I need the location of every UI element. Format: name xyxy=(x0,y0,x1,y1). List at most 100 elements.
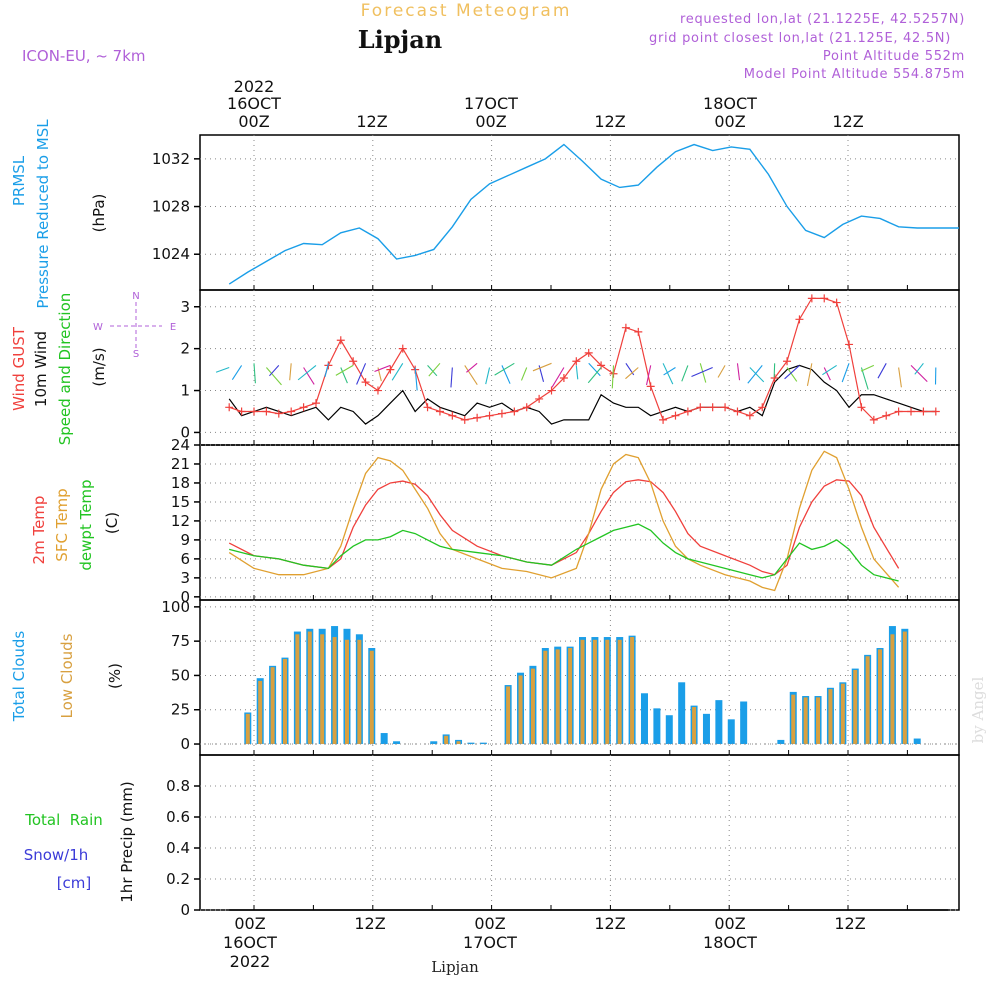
low-cloud-bar xyxy=(320,634,325,745)
wind-direction-arrow xyxy=(485,367,491,385)
low-cloud-bar xyxy=(295,634,300,745)
low-cloud-bar xyxy=(555,649,560,745)
wind-direction-arrow xyxy=(898,367,902,388)
wind-speed-line xyxy=(228,364,936,425)
wind-gust-marker xyxy=(287,407,296,416)
bottom-hour-label: 12Z xyxy=(834,914,865,933)
wind-direction-arrow xyxy=(289,363,292,381)
wind-gust-marker xyxy=(423,403,432,412)
y-tick-label: 15 xyxy=(171,493,190,511)
wind-direction-arrow xyxy=(414,367,418,391)
wind-gust-marker xyxy=(659,415,668,424)
low-cloud-bar xyxy=(828,689,833,745)
pressure-label: PRMSL xyxy=(10,155,28,206)
temp2m-line xyxy=(228,479,900,576)
wind-direction-arrow xyxy=(747,365,763,384)
top-time-axis: 2022 16OCT 17OCT 18OCT 00Z 12Z 00Z 12Z 0… xyxy=(227,77,864,131)
compass-west: W xyxy=(93,322,103,333)
low-cloud-bar xyxy=(890,634,895,745)
sfctemp-line xyxy=(228,450,900,592)
bottom-hour-label: 00Z xyxy=(714,914,745,933)
wind-direction-arrow xyxy=(717,365,726,378)
wind-gust-marker xyxy=(349,357,358,366)
compass-south: S xyxy=(133,349,139,360)
bottom-hour-label: 00Z xyxy=(234,914,265,933)
wind-direction-arrow xyxy=(681,365,689,382)
wind-gust-marker xyxy=(386,365,395,374)
snow-label: Snow/1h xyxy=(24,846,89,864)
wind-gust-marker xyxy=(448,411,457,420)
top-date-label: 18OCT xyxy=(703,94,757,113)
pressure-side-labels: PRMSL Pressure Reduced to MSL (hPa) xyxy=(10,119,108,309)
requested-coords: requested lon,lat (21.1225E, 42.5257N) xyxy=(680,12,965,27)
y-tick-label: 3 xyxy=(180,569,190,587)
bottom-date-label: 16OCT xyxy=(223,933,277,952)
y-tick-label: 18 xyxy=(171,474,190,492)
y-tick-label: 21 xyxy=(171,455,190,473)
wind-direction-arrow xyxy=(914,362,924,375)
wind-gust-marker xyxy=(237,407,246,416)
wind-gust-marker xyxy=(696,403,705,412)
y-tick-label: 0 xyxy=(180,423,190,441)
temp-side-labels: 2m Temp SFC Temp dewpt Temp (C) xyxy=(30,479,121,570)
wind-direction-arrow xyxy=(806,363,813,386)
wind-direction-arrow xyxy=(324,363,329,378)
total-cloud-bar xyxy=(393,741,401,745)
low-cloud-bar xyxy=(878,649,883,745)
pressure-label: Pressure Reduced to MSL xyxy=(34,119,52,309)
wind-gust-marker xyxy=(473,413,482,422)
wind-direction-arrow xyxy=(877,363,887,379)
wind-direction-arrow xyxy=(520,367,528,381)
y-tick-label: 3 xyxy=(180,298,190,316)
wind-gust-marker xyxy=(584,348,593,357)
wind-direction-arrow xyxy=(335,364,354,376)
total-cloud-label: Total Clouds xyxy=(10,631,28,723)
wind-direction-arrow xyxy=(663,367,676,376)
wind-gust-marker xyxy=(733,407,742,416)
wind-direction-arrow xyxy=(822,364,837,376)
y-tick-label: 1024 xyxy=(152,245,190,263)
wind-direction-arrow xyxy=(374,364,391,373)
low-cloud-bar xyxy=(357,639,362,745)
top-date-label: 16OCT xyxy=(227,94,281,113)
cloud-unit: (%) xyxy=(106,663,124,689)
y-tick-label: 12 xyxy=(171,512,190,530)
chart-title: Forecast Meteogram xyxy=(361,1,572,21)
model-label: ICON-EU, ~ 7km xyxy=(22,47,146,65)
wind-direction-arrow xyxy=(466,362,478,373)
top-hour-label: 00Z xyxy=(475,112,506,131)
temp-unit: (C) xyxy=(103,512,121,534)
wind-gust-marker xyxy=(807,294,816,303)
wind-direction-arrow xyxy=(532,362,552,372)
wind-direction-arrow xyxy=(450,367,453,388)
low-cloud-bar xyxy=(592,639,597,745)
wind-direction-arrow xyxy=(215,366,230,373)
low-cloud-bar xyxy=(902,631,907,745)
y-tick-label: 6 xyxy=(180,550,190,568)
low-cloud-bar xyxy=(506,686,511,745)
y-tick-label: 50 xyxy=(171,666,190,684)
total-cloud-bar xyxy=(740,701,748,745)
low-cloud-bar xyxy=(865,656,870,745)
top-date-label: 17OCT xyxy=(464,94,518,113)
low-cloud-bar xyxy=(332,637,337,745)
bottom-time-axis: 00Z 12Z 00Z 12Z 00Z 12Z 16OCT 17OCT 18OC… xyxy=(223,914,866,976)
wind-gust-marker xyxy=(758,403,767,412)
precip-panel-frame xyxy=(199,754,960,911)
wind-direction-arrow xyxy=(625,367,639,380)
y-tick-label: 9 xyxy=(180,531,190,549)
bottom-year-label: 2022 xyxy=(230,952,271,971)
wind-direction-arrow xyxy=(265,367,282,386)
pressure-unit: (hPa) xyxy=(90,194,108,233)
wind-gust-marker xyxy=(274,409,283,418)
top-hour-label: 12Z xyxy=(356,112,387,131)
total-cloud-bar xyxy=(665,715,673,745)
precip-unit: 1hr Precip (mm) xyxy=(118,781,136,902)
wind-speed-label: 10m Wind xyxy=(32,331,50,407)
y-tick-label: 0 xyxy=(180,588,190,606)
wind-direction-arrow xyxy=(427,365,438,377)
wind-direction-arrow xyxy=(662,363,674,385)
wind-gust-marker xyxy=(869,415,878,424)
wind-gust-marker xyxy=(671,411,680,420)
wind-direction-arrow xyxy=(303,367,315,385)
